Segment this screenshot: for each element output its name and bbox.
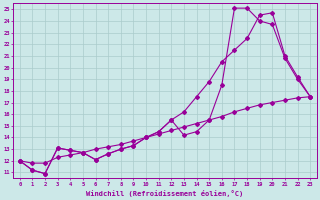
X-axis label: Windchill (Refroidissement éolien,°C): Windchill (Refroidissement éolien,°C) — [86, 190, 244, 197]
